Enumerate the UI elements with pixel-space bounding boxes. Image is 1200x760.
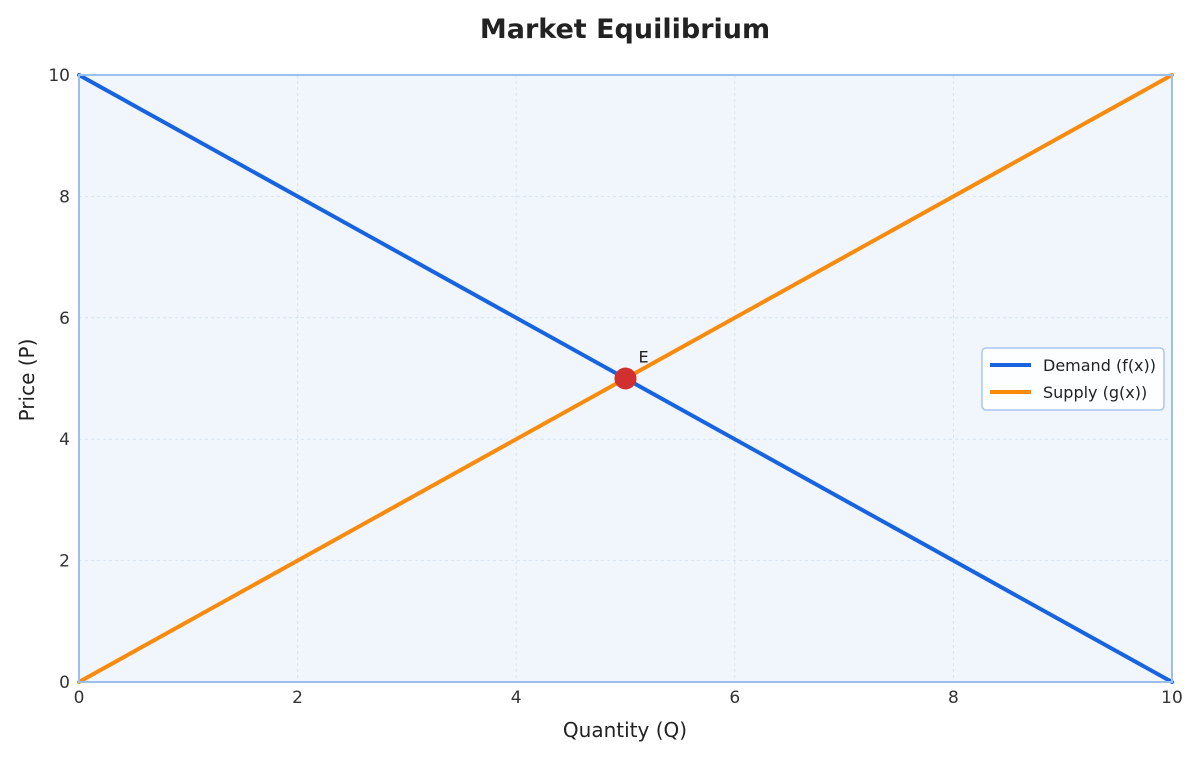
x-tick-label: 4	[511, 688, 522, 708]
plot-frame	[78, 74, 1173, 683]
x-tick-label: 0	[74, 688, 85, 708]
legend: Demand (f(x)) Supply (g(x))	[981, 347, 1165, 411]
equilibrium-label: E	[639, 348, 649, 367]
y-tick-label: 6	[59, 309, 70, 329]
y-tick-label: 10	[48, 66, 70, 86]
equilibrium-point	[614, 367, 637, 390]
x-axis-label: Quantity (Q)	[563, 718, 687, 742]
legend-label: Demand (f(x))	[1043, 356, 1156, 375]
axis-ticks: 0 2 4 6 8 10 0 2 4 6 8 10	[48, 66, 1182, 708]
x-tick-label: 10	[1161, 688, 1183, 708]
grid	[79, 75, 1172, 682]
y-tick-label: 2	[59, 552, 70, 572]
x-tick-label: 6	[729, 688, 740, 708]
annotation-layer: E	[614, 348, 649, 390]
y-axis-label: Price (P)	[15, 339, 39, 422]
y-tick-label: 4	[59, 430, 70, 450]
chart-title: Market Equilibrium	[480, 14, 770, 45]
y-tick-label: 0	[59, 673, 70, 693]
x-tick-label: 8	[948, 688, 959, 708]
y-tick-label: 8	[59, 187, 70, 207]
legend-label: Supply (g(x))	[1043, 383, 1147, 402]
x-tick-label: 2	[292, 688, 303, 708]
